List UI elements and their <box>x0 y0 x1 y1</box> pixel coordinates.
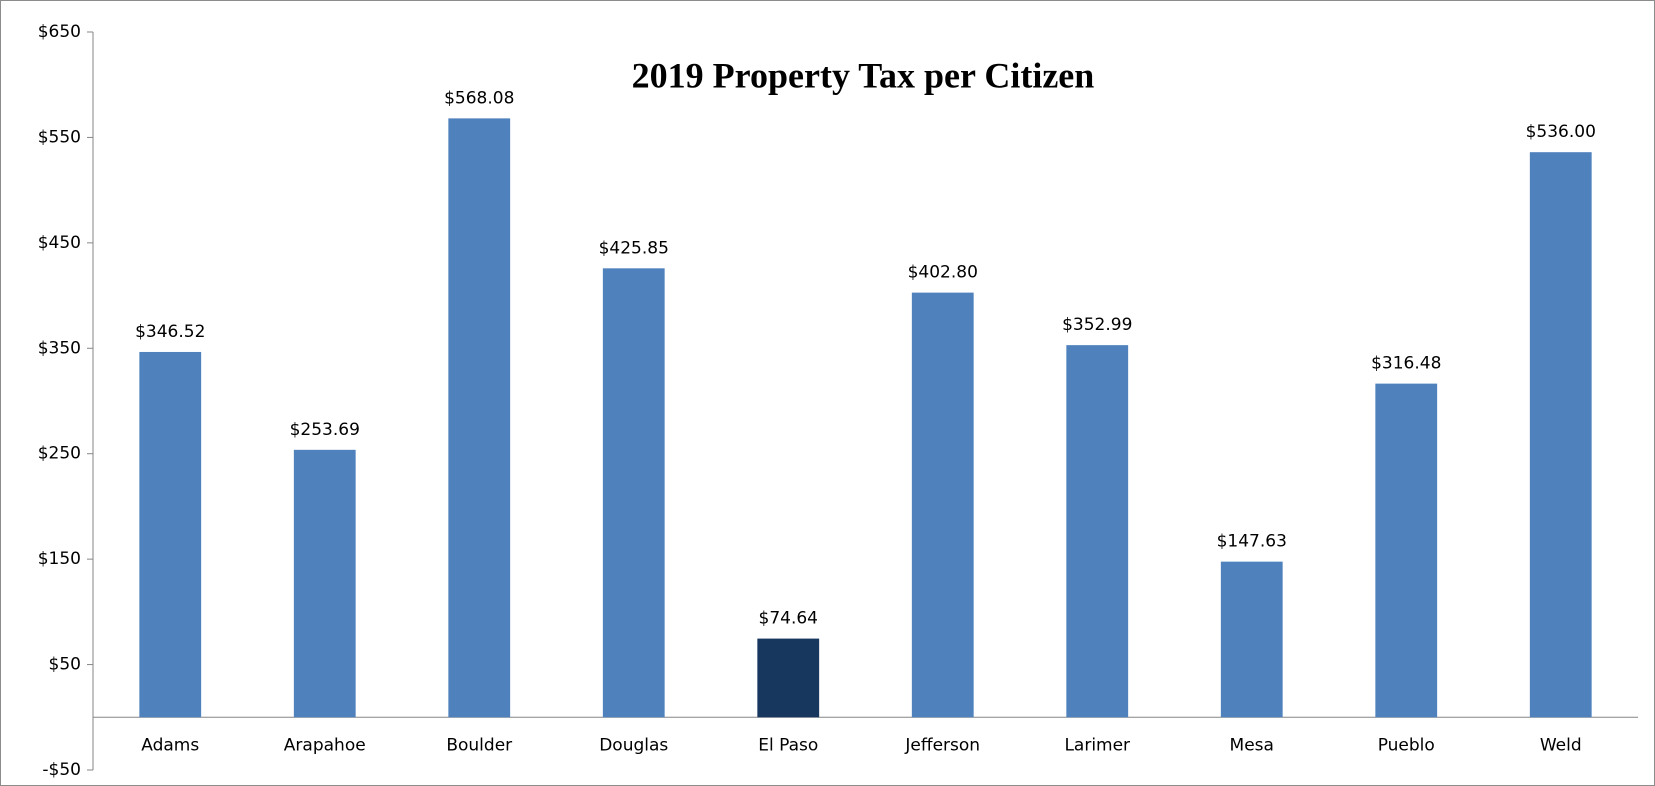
value-label: $346.52 <box>135 322 205 342</box>
bar <box>1066 345 1129 718</box>
value-label: $74.64 <box>759 609 818 629</box>
y-tick-label: $550 <box>38 127 81 147</box>
bar <box>448 118 511 718</box>
x-tick-label: Mesa <box>1230 735 1274 755</box>
x-tick-label: Douglas <box>599 735 668 755</box>
value-label: $425.85 <box>599 238 669 258</box>
y-tick-label: -$50 <box>42 760 81 780</box>
y-tick-label: $450 <box>38 233 81 253</box>
value-label: $253.69 <box>290 420 360 440</box>
bar <box>757 638 820 718</box>
bar <box>1375 383 1438 718</box>
bar <box>911 292 974 718</box>
y-tick-label: $150 <box>38 549 81 569</box>
bar <box>293 449 356 718</box>
x-tick-label: Jefferson <box>904 735 980 755</box>
y-tick-label: $50 <box>49 655 81 675</box>
value-label: $402.80 <box>908 263 978 283</box>
x-tick-label: Pueblo <box>1378 735 1435 755</box>
value-label: $316.48 <box>1371 354 1441 374</box>
x-tick-label: Boulder <box>446 735 512 755</box>
y-tick-label: $350 <box>38 338 81 358</box>
x-tick-label: Adams <box>141 735 199 755</box>
bar <box>139 351 202 718</box>
bar <box>1220 561 1283 718</box>
x-tick-label: Weld <box>1540 735 1582 755</box>
x-tick-label: El Paso <box>758 735 818 755</box>
bar <box>1529 152 1592 718</box>
x-tick-label: Arapahoe <box>284 735 366 755</box>
value-label: $568.08 <box>444 88 514 108</box>
chart-title: 2019 Property Tax per Citizen <box>632 55 1095 95</box>
value-label: $536.00 <box>1526 122 1596 142</box>
value-label: $352.99 <box>1062 315 1132 335</box>
y-tick-label: $650 <box>38 22 81 42</box>
value-label: $147.63 <box>1217 532 1287 552</box>
y-tick-label: $250 <box>38 444 81 464</box>
bar <box>602 268 665 718</box>
x-tick-label: Larimer <box>1064 735 1130 755</box>
